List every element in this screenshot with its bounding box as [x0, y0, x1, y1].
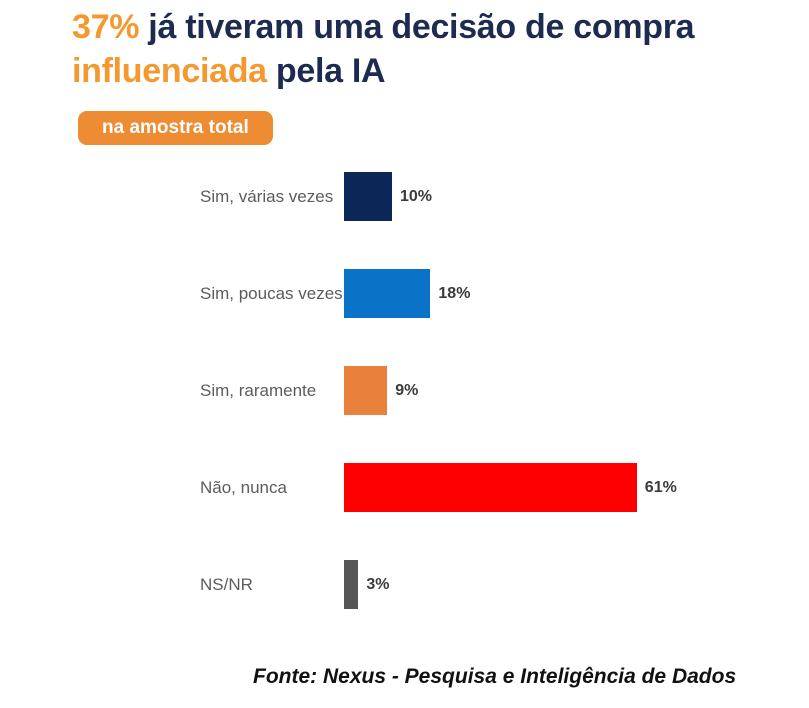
bar-chart: Sim, várias vezes 10% Sim, poucas vezes … — [0, 172, 809, 609]
value-label: 18% — [438, 284, 471, 302]
source-note: Fonte: Nexus - Pesquisa e Inteligência d… — [253, 665, 737, 688]
value-label: 9% — [395, 381, 419, 399]
chart-row-sim-raramente: Sim, raramente 9% — [0, 366, 809, 415]
chart-row-nao-nunca: Não, nunca 61% — [0, 463, 809, 512]
category-label: Não, nunca — [200, 477, 287, 497]
title-highlight-percentage: 37% — [72, 8, 140, 46]
category-label: Sim, poucas vezes — [200, 283, 343, 303]
sample-badge: na amostra total — [78, 111, 273, 145]
value-label: 3% — [366, 575, 390, 593]
category-label: Sim, várias vezes — [200, 186, 334, 206]
chart-row-sim-varias-vezes: Sim, várias vezes 10% — [0, 172, 809, 221]
chart-row-ns-nr: NS/NR 3% — [0, 560, 809, 609]
bar-sim-raramente — [344, 366, 388, 415]
bar-sim-varias-vezes — [344, 172, 392, 221]
category-label: NS/NR — [200, 574, 253, 594]
bar-nao-nunca — [344, 463, 637, 512]
title-text: já tiveram uma decisão de compra — [139, 8, 695, 46]
title-text-suffix: pela IA — [266, 51, 386, 90]
bar-sim-poucas-vezes — [344, 269, 431, 318]
category-label: Sim, raramente — [200, 380, 317, 400]
value-label: 61% — [644, 478, 677, 496]
page-title: 37% já tiveram uma decisão de compra inf… — [72, 6, 697, 93]
bar-ns-nr — [344, 560, 359, 609]
title-highlight-word: influenciada — [72, 51, 267, 90]
chart-row-sim-poucas-vezes: Sim, poucas vezes 18% — [0, 269, 809, 318]
value-label: 10% — [400, 187, 433, 205]
